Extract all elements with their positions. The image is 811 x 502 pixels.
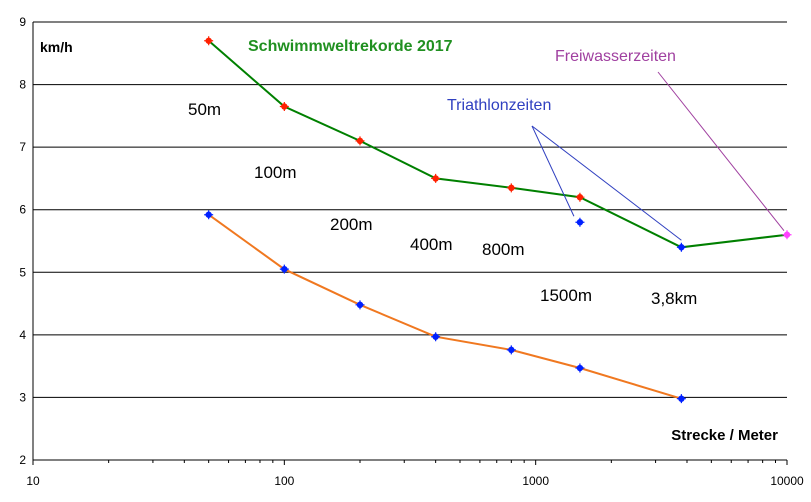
x-axis-label: Strecke / Meter bbox=[671, 427, 778, 444]
data-point-cross bbox=[575, 192, 585, 202]
data-point-cross bbox=[279, 101, 289, 111]
distance-label: 3,8km bbox=[651, 289, 697, 308]
y-tick-label: 6 bbox=[19, 203, 26, 217]
distance-label: 100m bbox=[254, 163, 297, 182]
data-point-cross bbox=[204, 36, 214, 46]
grid bbox=[33, 21, 787, 461]
series-line-1 bbox=[208, 40, 788, 249]
x-tick-label: 1000 bbox=[522, 474, 549, 488]
annotation-label: Freiwasserzeiten bbox=[555, 48, 676, 65]
x-tick-label: 10000 bbox=[770, 474, 804, 488]
data-point-cross bbox=[431, 173, 441, 183]
data-point-cross bbox=[355, 300, 365, 310]
y-tick-label: 3 bbox=[19, 390, 26, 404]
y-tick-label: 4 bbox=[19, 328, 26, 342]
x-tick-label: 10 bbox=[26, 474, 40, 488]
data-point-cross bbox=[431, 332, 441, 342]
distance-label: 800m bbox=[482, 240, 525, 259]
y-tick-label: 5 bbox=[19, 265, 26, 279]
y-tick-label: 2 bbox=[19, 453, 26, 467]
data-point-cross bbox=[575, 363, 585, 373]
distance-label: 50m bbox=[188, 100, 221, 119]
axes: 2 3 4 5 6 7 8 9 10 100 1000 10000 bbox=[19, 15, 804, 488]
data-point-cross bbox=[506, 183, 516, 193]
distance-label: 1500m bbox=[540, 286, 592, 305]
annotation-leader bbox=[657, 71, 785, 232]
data-point-cross bbox=[782, 230, 792, 240]
data-point-cross bbox=[676, 242, 686, 252]
annotation-leader bbox=[531, 125, 682, 241]
data-point-cross bbox=[676, 394, 686, 404]
data-point-cross bbox=[575, 217, 585, 227]
data-point-cross bbox=[279, 264, 289, 274]
y-tick-label: 8 bbox=[19, 78, 26, 92]
distance-label: 400m bbox=[410, 235, 453, 254]
data-point-cross bbox=[204, 210, 214, 220]
data-point-cross bbox=[355, 136, 365, 146]
y-tick-label: 9 bbox=[19, 15, 26, 29]
series-lines bbox=[208, 40, 788, 400]
data-point-cross bbox=[506, 345, 516, 355]
chart-title: Schwimmweltrekorde 2017 bbox=[248, 38, 453, 55]
y-tick-label: 7 bbox=[19, 140, 26, 154]
annotation-label: Triathlonzeiten bbox=[447, 97, 551, 114]
y-axis-label: km/h bbox=[40, 39, 73, 55]
labels: Schwimmweltrekorde 2017 km/h Strecke / Met… bbox=[40, 38, 785, 444]
data-points bbox=[204, 36, 792, 404]
distance-label: 200m bbox=[330, 215, 373, 234]
annotation-leader bbox=[531, 125, 575, 217]
x-tick-label: 100 bbox=[274, 474, 294, 488]
